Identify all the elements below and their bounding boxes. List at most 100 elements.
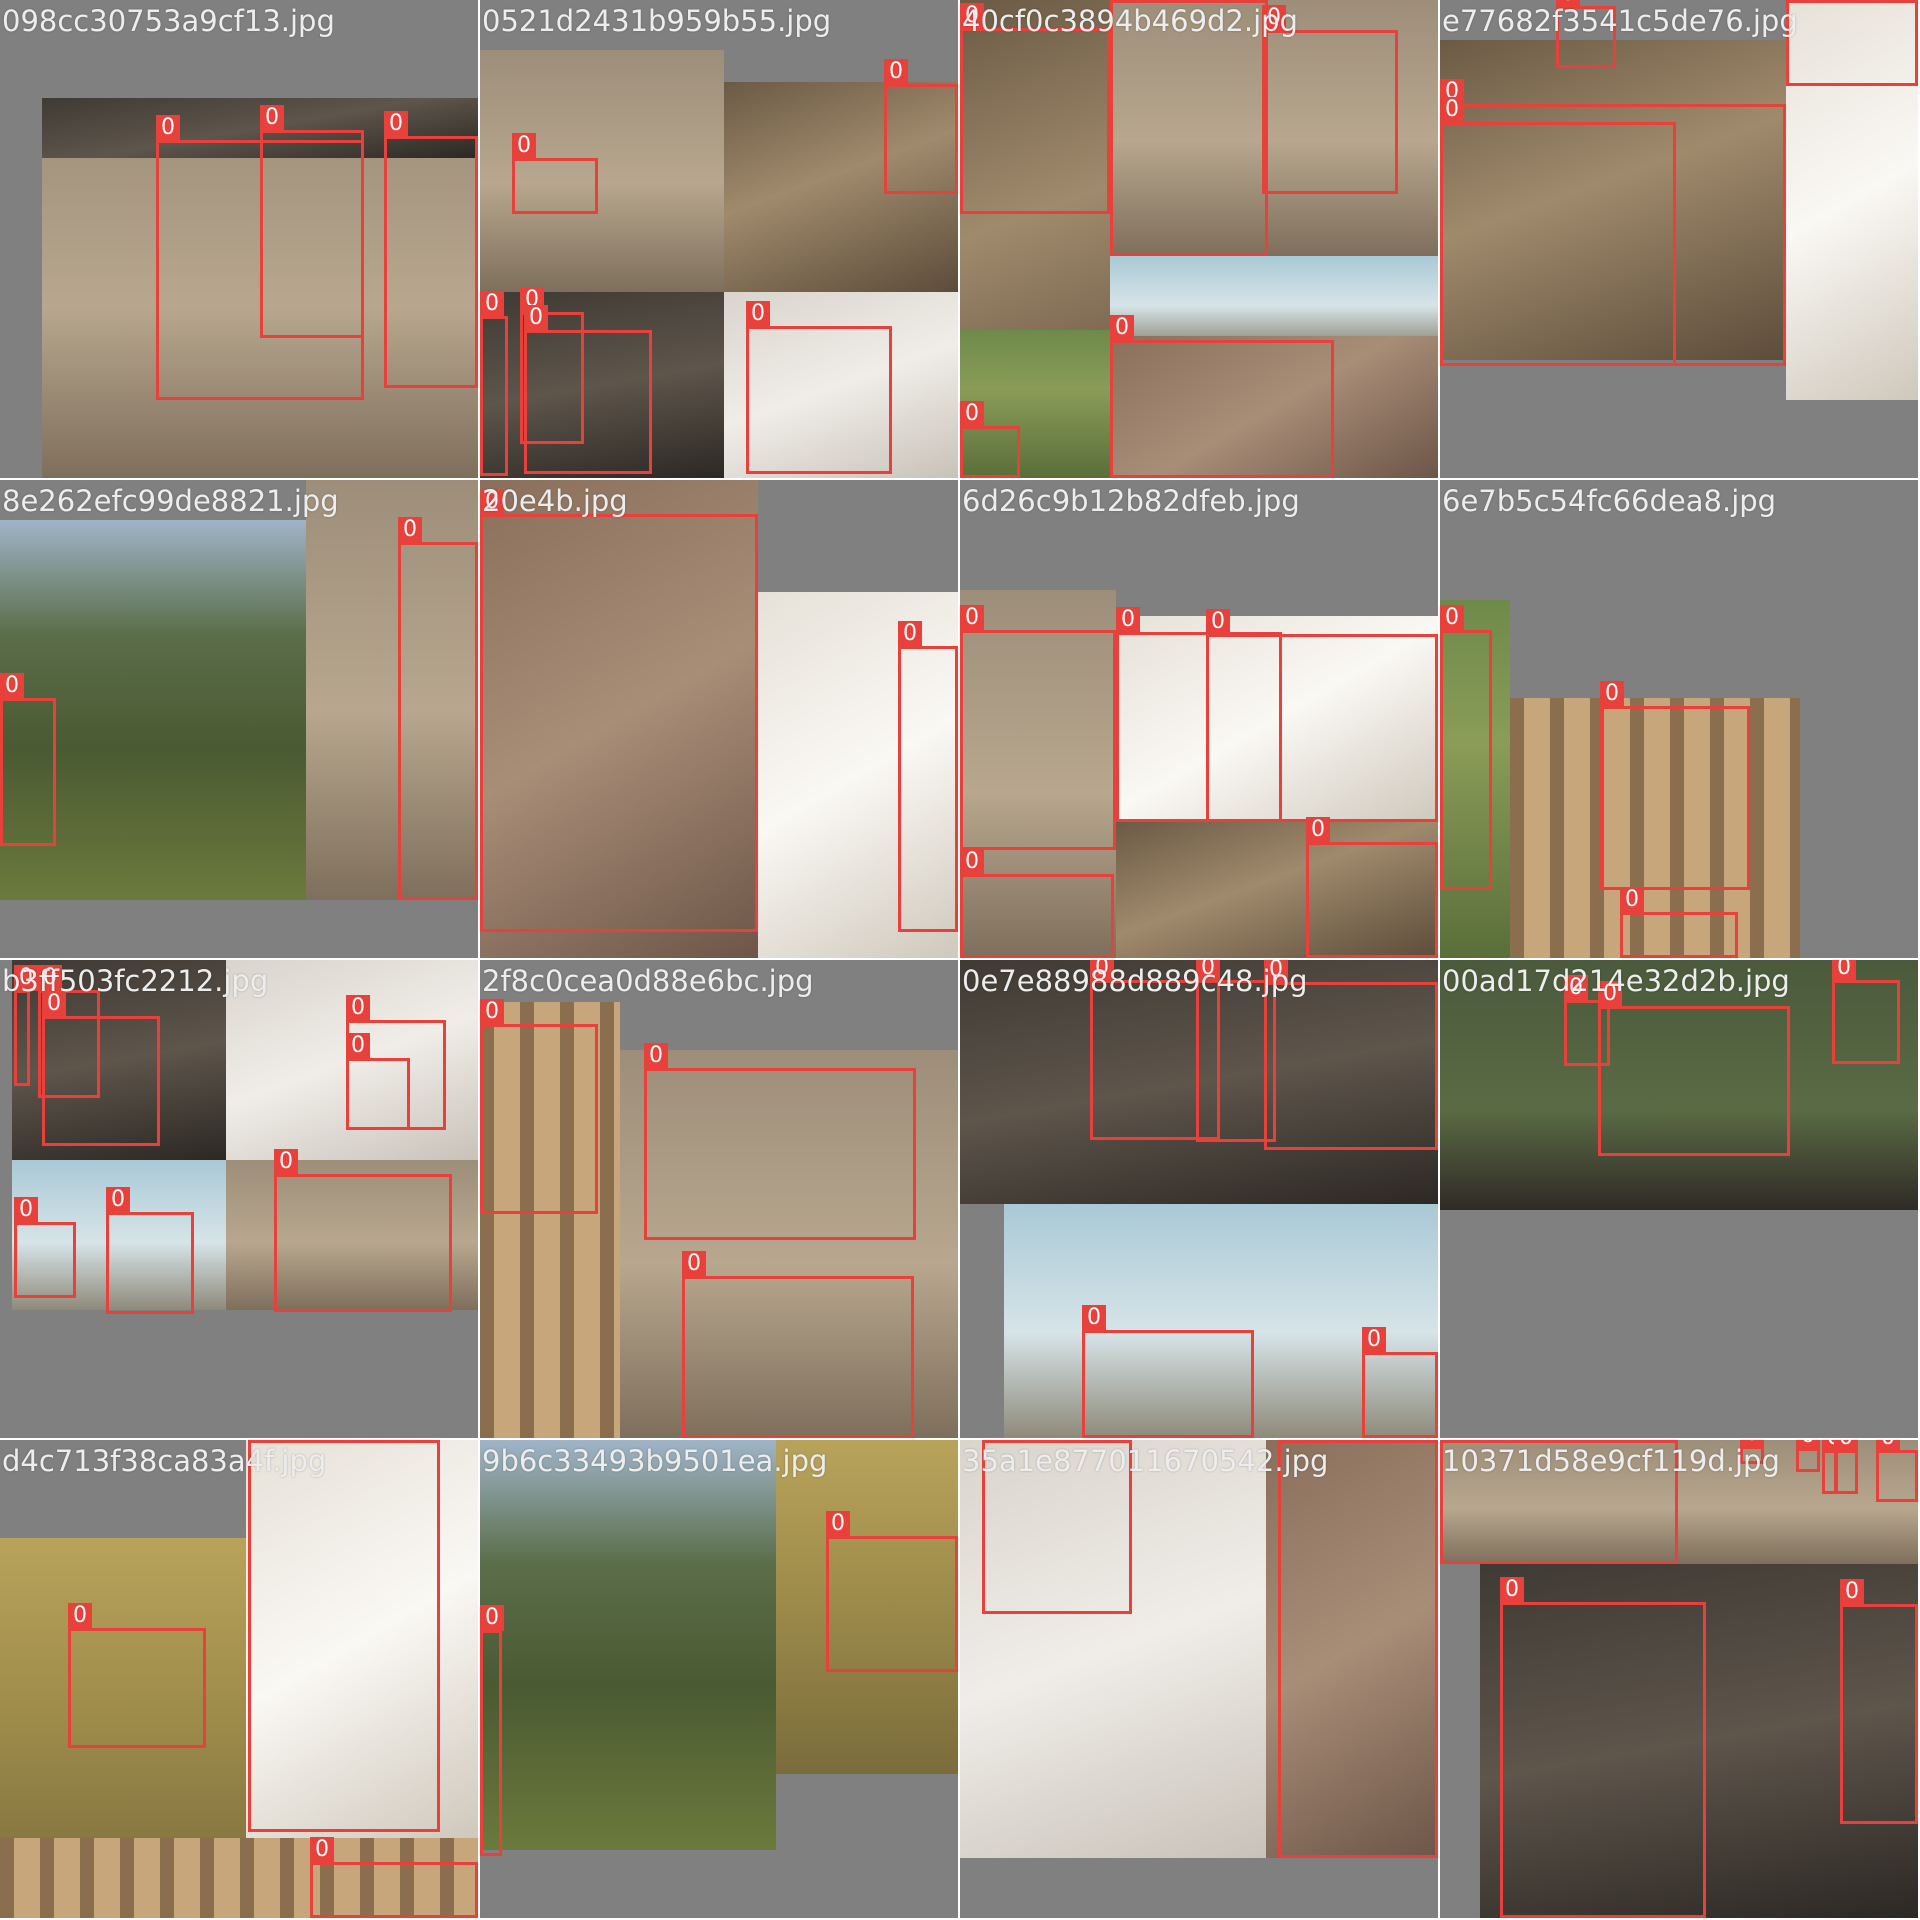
detection-label: 0 — [1440, 1440, 1464, 1441]
detection-label: 0 — [1110, 0, 1134, 1]
detection-box: 0 — [1082, 1305, 1254, 1438]
tile-filename: 6d26c9b12b82dfeb.jpg — [962, 484, 1300, 518]
photo-region — [1440, 40, 1786, 360]
detection-box: 0 — [1278, 1440, 1438, 1858]
detection-label: 0 — [14, 1197, 38, 1223]
mosaic-tile: 35a1e877011670542.jpg 0 0 — [960, 1440, 1440, 1920]
detection-box: 0 — [524, 305, 652, 474]
detection-label: 0 — [1556, 0, 1580, 7]
detection-box: 0 — [1600, 681, 1750, 890]
detection-label: 0 — [260, 105, 284, 131]
photo-region — [1004, 1204, 1438, 1438]
detection-label: 0 — [1196, 960, 1220, 981]
detection-box: 0 — [644, 1043, 916, 1240]
photo-region — [480, 50, 724, 292]
detection-label: 0 — [1832, 960, 1856, 981]
photo-region — [306, 480, 478, 900]
photo-region — [960, 960, 1438, 1204]
photo-region — [620, 1050, 958, 1438]
detection-label: 0 — [682, 1251, 706, 1277]
detection-box: 0 — [826, 1511, 958, 1672]
detection-box: 0 — [682, 1251, 914, 1438]
detection-box: 0 — [884, 59, 958, 194]
detection-label: 0 — [1090, 960, 1114, 981]
detection-label: 0 — [644, 1043, 668, 1069]
photo-region — [776, 1440, 958, 1774]
detection-label: 0 — [38, 965, 62, 991]
detection-box: 0 — [960, 605, 1116, 850]
detection-label: 0 — [960, 605, 984, 631]
detection-label: 0 — [1306, 817, 1330, 843]
detection-label: 0 — [480, 999, 504, 1025]
detection-box: 0 — [1440, 97, 1676, 366]
detection-box: 0 — [480, 291, 508, 476]
mosaic-tile: 6d26c9b12b82dfeb.jpg 0 0 0 0 0 — [960, 480, 1440, 960]
detection-box: 0 — [1362, 1327, 1438, 1438]
detection-box: 0 — [1090, 960, 1220, 1140]
detection-label: 0 — [156, 115, 180, 141]
detection-box: 0 — [1306, 817, 1438, 958]
photo-region — [960, 590, 1116, 958]
detection-label: 0 — [1600, 681, 1624, 707]
detection-box: 0 — [384, 111, 478, 388]
tile-filename: 0521d2431b959b55.jpg — [482, 4, 832, 38]
detection-box: 0 — [480, 489, 758, 932]
detection-label: 0 — [884, 59, 908, 85]
detection-label: 0 — [0, 673, 24, 699]
detection-label: 0 — [1620, 887, 1644, 913]
detection-box: 0 — [14, 1197, 76, 1298]
detection-box: 0 — [960, 849, 1114, 958]
detection-label: 0 — [68, 1603, 92, 1629]
photo-region — [480, 1440, 776, 1850]
tile-filename: b3ff503fc2212.jpg — [2, 964, 269, 998]
detection-label: 0 — [384, 111, 408, 137]
detection-box: 0 — [1262, 5, 1398, 194]
detection-box: 0 — [42, 991, 160, 1146]
detection-label: 0 — [982, 1440, 1006, 1441]
detection-label: 0 — [1440, 97, 1464, 123]
detection-label: 0 — [1278, 1440, 1302, 1441]
detection-box: 0 — [1840, 1579, 1918, 1824]
detection-box: 0 — [346, 1033, 410, 1130]
detection-label: 0 — [106, 1187, 130, 1213]
detection-box: 0 — [1500, 1577, 1706, 1918]
detection-label: 0 — [1840, 1579, 1864, 1605]
mosaic-tile: 9b6c33493b9501ea.jpg 0 0 — [480, 1440, 960, 1920]
photo-region — [1786, 0, 1918, 400]
detection-box: 0 — [960, 401, 1020, 478]
mosaic-tile: 00ad17d214e32d2b.jpg 0 0 0 — [1440, 960, 1920, 1440]
detection-label: 0 — [960, 3, 984, 29]
detection-label: 0 — [1786, 0, 1810, 1]
mosaic-tile: 2f8c0cea0d88e6bc.jpg 0 0 0 — [480, 960, 960, 1440]
detection-label: 0 — [1876, 1440, 1900, 1451]
photo-region — [1480, 1564, 1918, 1918]
detection-label: 0 — [1500, 1577, 1524, 1603]
detection-label: 0 — [42, 991, 66, 1017]
mosaic-tile: 098cc30753a9cf13.jpg 0 0 0 — [0, 0, 480, 480]
detection-label: 0 — [1082, 1305, 1106, 1331]
mosaic-tile: 8e262efc99de8821.jpg 0 0 — [0, 480, 480, 960]
photo-region — [1440, 600, 1510, 958]
tile-filename: 40cf0c3894b469d2.jpg — [962, 4, 1298, 38]
detection-box: 0 — [1620, 887, 1738, 958]
detection-label: 0 — [524, 305, 548, 331]
detection-box: 0 — [1556, 0, 1616, 68]
detection-box: 0 — [898, 621, 958, 932]
detection-label: 0 — [960, 401, 984, 427]
detection-label: 0 — [1116, 607, 1140, 633]
photo-region — [1116, 616, 1438, 822]
detection-label: 0 — [1362, 1327, 1386, 1353]
tile-filename: 9b6c33493b9501ea.jpg — [482, 1444, 828, 1478]
detection-label: 0 — [1206, 609, 1230, 635]
detection-box: 0 — [1196, 960, 1276, 1142]
detection-box: 0 — [1110, 0, 1268, 256]
detection-box: 0 — [14, 965, 38, 1086]
detection-box: 0 — [106, 1187, 194, 1314]
detection-label: 0 — [898, 621, 922, 647]
tile-filename: 8e262efc99de8821.jpg — [2, 484, 339, 518]
detection-box: 0 — [398, 517, 478, 900]
detection-box: 0 — [1110, 315, 1334, 478]
detection-box: 0 — [1206, 609, 1438, 822]
tile-filename: 20e4b.jpg — [482, 484, 628, 518]
